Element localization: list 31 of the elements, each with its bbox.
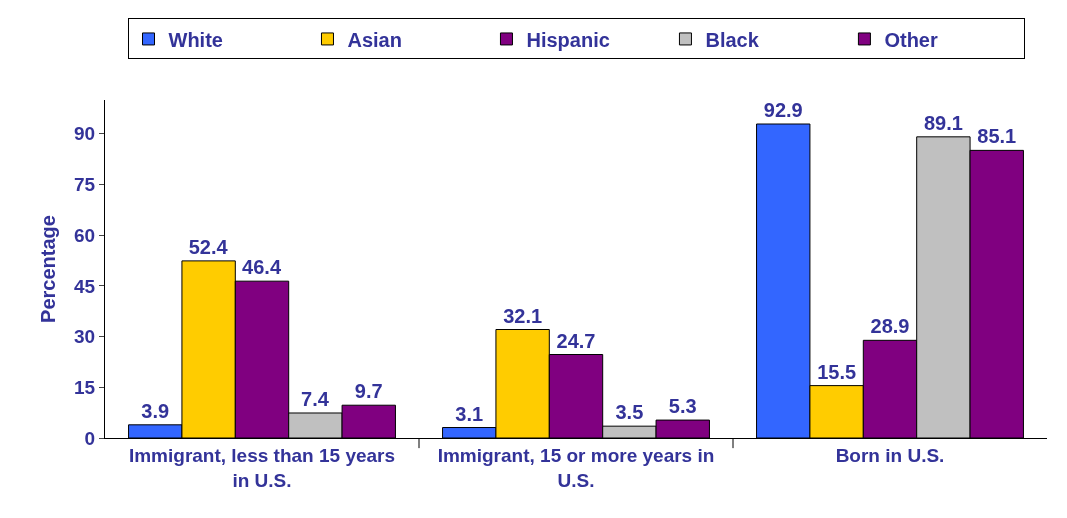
data-label: 52.4 [188,235,229,258]
y-tick-label: 30 [74,326,96,348]
x-tick-label: Immigrant, less than 15 years in U.S. [128,444,396,491]
y-tick-label: 60 [74,224,96,246]
legend-label: Black [705,28,760,51]
data-label: 46.4 [242,256,282,279]
legend-label: Hispanic [526,28,610,51]
legend-label: Asian [347,28,402,51]
data-label: 32.1 [503,304,543,327]
y-tick-label: 75 [74,174,96,196]
data-label: 9.7 [354,380,383,403]
data-label: 3.9 [141,399,170,422]
data-label: 24.7 [556,329,596,352]
y-tick-label: 15 [74,376,96,398]
data-label: 3.1 [455,402,484,425]
x-tick-label: Immigrant, 15 or more years in U.S. [437,444,715,491]
y-tick-label: 90 [74,123,96,145]
y-tick-label: 0 [84,427,96,449]
y-tick-label: 45 [74,275,96,297]
x-tick-label: Born in U.S. [835,444,945,466]
y-axis-title: Percentage [37,215,59,323]
data-label: 89.1 [923,111,963,134]
data-label: 7.4 [301,387,330,410]
legend-label: White [168,28,223,51]
data-label: 92.9 [763,99,803,121]
data-label: 15.5 [817,360,857,383]
data-label: 3.5 [615,401,644,424]
legend-label: Other [884,28,938,51]
data-label: 5.3 [668,395,697,418]
data-label: 85.1 [977,125,1017,148]
data-label: 28.9 [870,315,910,338]
